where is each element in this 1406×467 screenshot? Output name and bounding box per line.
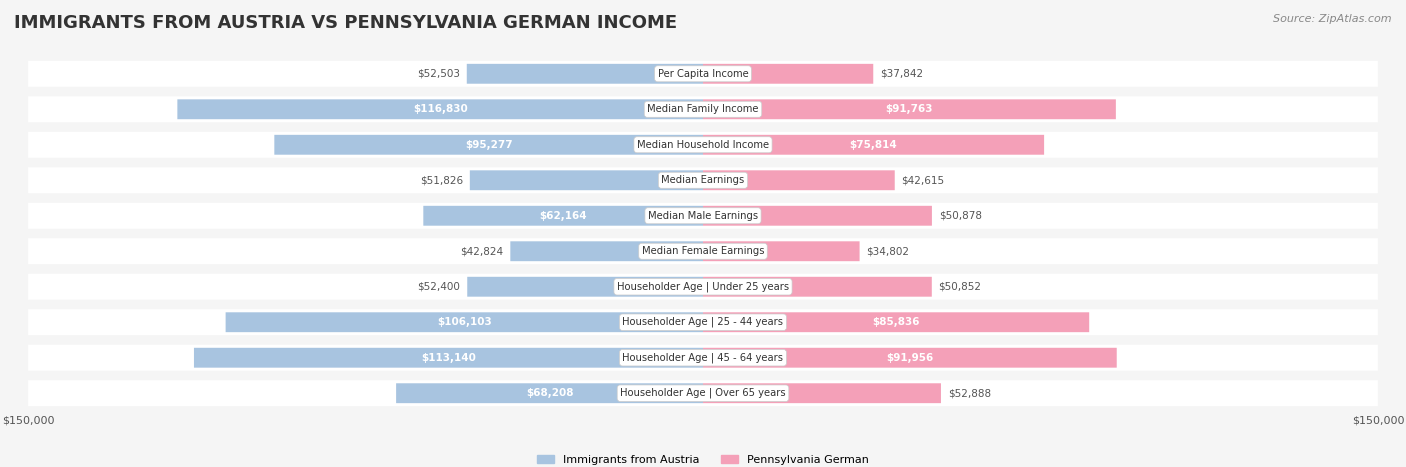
FancyBboxPatch shape (703, 99, 1116, 119)
Text: $75,814: $75,814 (849, 140, 897, 150)
Text: $34,802: $34,802 (866, 246, 910, 256)
Text: Median Female Earnings: Median Female Earnings (641, 246, 765, 256)
Text: $106,103: $106,103 (437, 317, 492, 327)
FancyBboxPatch shape (274, 135, 703, 155)
Text: Householder Age | 45 - 64 years: Householder Age | 45 - 64 years (623, 353, 783, 363)
FancyBboxPatch shape (703, 135, 1045, 155)
Text: $116,830: $116,830 (413, 104, 468, 114)
FancyBboxPatch shape (28, 345, 1378, 371)
FancyBboxPatch shape (28, 380, 1378, 406)
Text: $62,164: $62,164 (540, 211, 586, 221)
FancyBboxPatch shape (703, 64, 873, 84)
Text: $50,852: $50,852 (939, 282, 981, 292)
FancyBboxPatch shape (396, 383, 703, 403)
FancyBboxPatch shape (510, 241, 703, 261)
Text: Median Household Income: Median Household Income (637, 140, 769, 150)
FancyBboxPatch shape (28, 203, 1378, 229)
FancyBboxPatch shape (28, 132, 1378, 158)
Text: Median Male Earnings: Median Male Earnings (648, 211, 758, 221)
FancyBboxPatch shape (703, 277, 932, 297)
FancyBboxPatch shape (703, 312, 1090, 332)
Text: $52,503: $52,503 (418, 69, 460, 79)
FancyBboxPatch shape (423, 206, 703, 226)
Text: IMMIGRANTS FROM AUSTRIA VS PENNSYLVANIA GERMAN INCOME: IMMIGRANTS FROM AUSTRIA VS PENNSYLVANIA … (14, 14, 678, 32)
FancyBboxPatch shape (470, 170, 703, 190)
FancyBboxPatch shape (28, 167, 1378, 193)
Text: Median Family Income: Median Family Income (647, 104, 759, 114)
Text: $37,842: $37,842 (880, 69, 924, 79)
FancyBboxPatch shape (28, 96, 1378, 122)
Text: $52,400: $52,400 (418, 282, 461, 292)
Text: Householder Age | 25 - 44 years: Householder Age | 25 - 44 years (623, 317, 783, 327)
FancyBboxPatch shape (28, 274, 1378, 300)
Text: $52,888: $52,888 (948, 388, 991, 398)
FancyBboxPatch shape (28, 238, 1378, 264)
Text: $113,140: $113,140 (420, 353, 475, 363)
FancyBboxPatch shape (467, 64, 703, 84)
FancyBboxPatch shape (467, 277, 703, 297)
Text: Householder Age | Over 65 years: Householder Age | Over 65 years (620, 388, 786, 398)
Text: $50,878: $50,878 (939, 211, 981, 221)
Legend: Immigrants from Austria, Pennsylvania German: Immigrants from Austria, Pennsylvania Ge… (533, 450, 873, 467)
Text: Median Earnings: Median Earnings (661, 175, 745, 185)
Text: Per Capita Income: Per Capita Income (658, 69, 748, 79)
Text: Source: ZipAtlas.com: Source: ZipAtlas.com (1274, 14, 1392, 24)
FancyBboxPatch shape (703, 241, 859, 261)
Text: $91,763: $91,763 (886, 104, 934, 114)
Text: $68,208: $68,208 (526, 388, 574, 398)
FancyBboxPatch shape (177, 99, 703, 119)
FancyBboxPatch shape (28, 309, 1378, 335)
FancyBboxPatch shape (703, 206, 932, 226)
FancyBboxPatch shape (703, 348, 1116, 368)
Text: $42,824: $42,824 (460, 246, 503, 256)
Text: $51,826: $51,826 (420, 175, 463, 185)
FancyBboxPatch shape (28, 61, 1378, 87)
FancyBboxPatch shape (225, 312, 703, 332)
FancyBboxPatch shape (194, 348, 703, 368)
Text: Householder Age | Under 25 years: Householder Age | Under 25 years (617, 282, 789, 292)
Text: $42,615: $42,615 (901, 175, 945, 185)
Text: $91,956: $91,956 (886, 353, 934, 363)
Text: $95,277: $95,277 (465, 140, 512, 150)
FancyBboxPatch shape (703, 170, 894, 190)
FancyBboxPatch shape (703, 383, 941, 403)
Text: $85,836: $85,836 (872, 317, 920, 327)
